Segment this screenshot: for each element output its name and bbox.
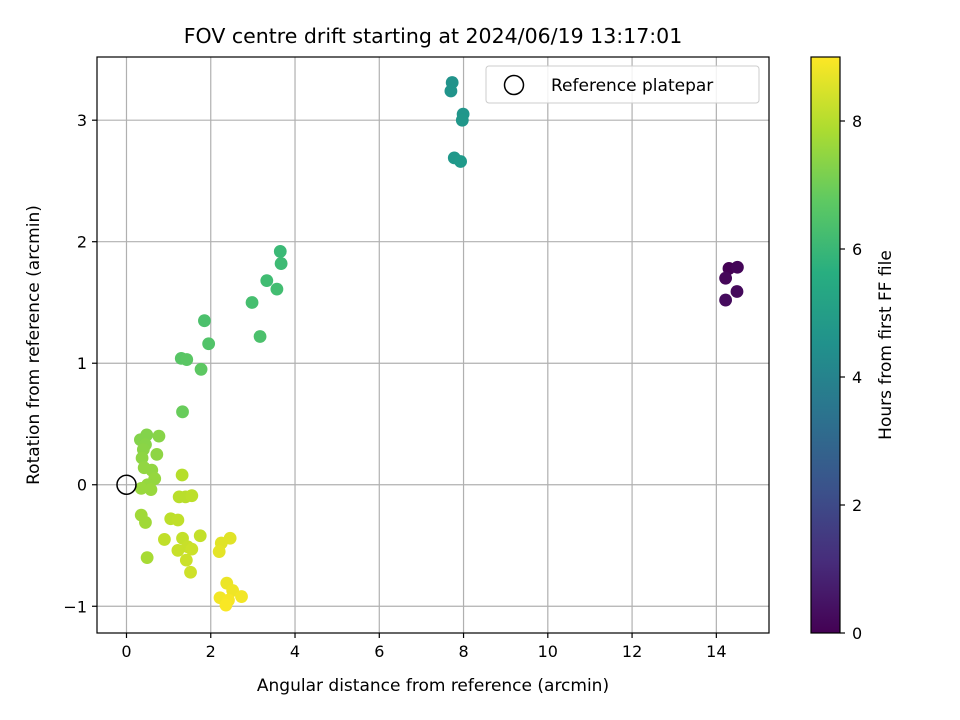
data-point [171,513,185,527]
x-tick-label: 6 [374,642,384,661]
colorbar-tick-label: 6 [852,240,862,259]
data-point [235,590,248,603]
y-tick-label: 0 [77,476,87,495]
data-point [150,447,164,461]
data-points [133,76,744,612]
colorbar: 0 2 4 6 8 Hours from first FF file [810,56,896,643]
data-point [185,489,199,503]
x-tick-label: 0 [121,642,131,661]
x-tick-label: 4 [290,642,300,661]
data-point [185,542,199,556]
data-point [273,245,287,258]
colorbar-tick-label: 2 [852,496,862,515]
data-point [219,598,233,612]
legend-entry-reference-platepar: Reference platepar [551,76,713,96]
x-tick-label: 8 [458,642,468,661]
data-point [193,529,207,543]
data-point [179,553,193,567]
x-tick-label: 10 [538,642,558,661]
data-point [198,314,211,328]
data-point [140,428,154,442]
data-point [719,271,733,285]
data-point [270,282,284,296]
colorbar-tick-label: 8 [852,112,862,131]
data-point [135,451,149,465]
data-point [176,405,189,419]
data-point [212,545,226,558]
data-point [731,260,744,274]
data-point [134,481,148,495]
data-point [140,551,154,565]
data-point [194,362,208,376]
chart-title: FOV centre drift starting at 2024/06/19 … [184,24,683,48]
data-point [171,543,185,557]
data-point [175,468,189,482]
data-point [158,533,171,546]
data-point [253,330,267,343]
data-point [455,113,469,127]
y-axis-label: Rotation from reference (arcmin) [24,205,44,485]
reference-platepar-marker [116,474,137,495]
grid [97,57,769,633]
data-point [180,353,194,366]
data-point [184,565,197,579]
data-point [444,84,458,98]
data-point [719,293,733,307]
y-tick-label: −1 [63,597,87,616]
legend: Reference platepar [485,65,760,104]
x-tick-label: 2 [206,642,216,661]
data-point [274,257,288,270]
y-tick-label: 2 [77,233,87,252]
data-point [144,483,158,497]
plot-frame [96,56,770,634]
colorbar-ticks: 0 2 4 6 8 [840,112,862,643]
colorbar-tick-label: 0 [852,624,862,643]
x-axis-ticks: 0 2 4 6 8 10 12 14 [121,633,727,661]
data-point [730,285,744,298]
colorbar-label: Hours from first FF file [876,250,896,440]
data-point [152,429,166,443]
y-axis-ticks: −1 0 1 2 3 [63,111,97,616]
data-point [202,337,216,351]
data-point [139,516,152,529]
y-tick-label: 3 [77,111,87,130]
y-tick-label: 1 [77,354,87,373]
data-point [245,296,259,309]
data-point [260,274,274,287]
data-point [454,155,467,168]
data-point [137,461,151,475]
legend-marker-icon [503,74,525,96]
colorbar-gradient [810,56,841,634]
colorbar-tick-label: 4 [852,368,862,387]
x-axis-label: Angular distance from reference (arcmin) [257,676,609,696]
legend-box [485,65,760,104]
x-tick-label: 12 [622,642,642,661]
x-tick-label: 14 [706,642,726,661]
